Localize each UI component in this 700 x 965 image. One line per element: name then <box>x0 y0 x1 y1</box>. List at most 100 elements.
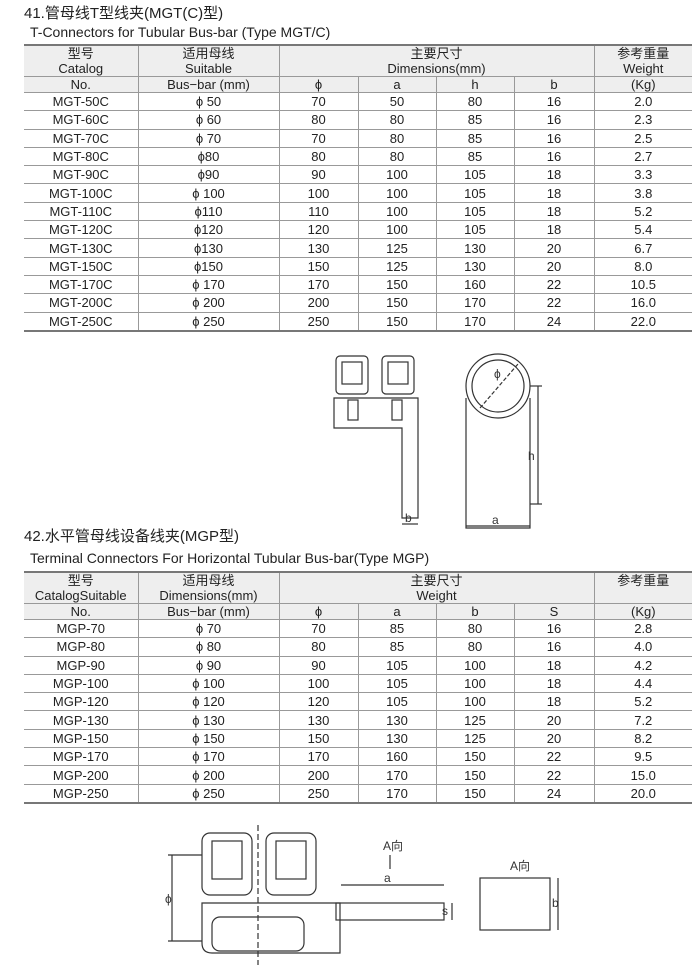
col-busbar: 适用母线 Suitable <box>137 44 280 77</box>
col-kg: (Kg) <box>593 603 693 620</box>
cell-model: MGP-250 <box>24 783 139 804</box>
svg-text:b: b <box>552 896 559 910</box>
col-busbar: 适用母线 Dimensions(mm) <box>137 571 280 604</box>
cell-dim-a: 80 <box>357 110 437 130</box>
col-busbar-mm: Bus−bar (mm) <box>137 603 280 620</box>
cell-dim-a: 100 <box>357 165 437 185</box>
cell-dim-a: 170 <box>357 783 437 804</box>
cell-busbar: ϕ 170 <box>137 274 280 295</box>
table-row: MGT-130C ϕ130 130 125 130 20 6.7 <box>24 238 693 258</box>
cell-busbar: ϕ 70 <box>137 618 280 639</box>
cell-busbar: ϕ 60 <box>137 110 280 130</box>
cell-model: MGT-120C <box>24 220 139 240</box>
cell-dim-a: 150 <box>357 293 437 313</box>
cell-phi: 150 <box>278 728 359 749</box>
cell-busbar: ϕ150 <box>137 256 280 276</box>
cell-weight: 5.2 <box>593 201 693 222</box>
col-model-no: No. <box>24 603 139 620</box>
cell-model: MGT-250C <box>24 311 139 332</box>
cell-model: MGT-110C <box>24 201 139 222</box>
cell-busbar: ϕ 250 <box>137 783 280 804</box>
cell-weight: 2.8 <box>593 618 693 639</box>
cell-weight: 4.2 <box>593 655 693 675</box>
cell-model: MGT-170C <box>24 274 139 295</box>
cell-weight: 8.0 <box>593 256 693 276</box>
cell-dim-3: 80 <box>435 91 515 112</box>
cell-dim-a: 125 <box>357 238 437 258</box>
cell-phi: 90 <box>278 165 359 185</box>
cell-phi: 70 <box>278 128 359 148</box>
svg-text:ϕ: ϕ <box>165 892 172 906</box>
col-a: a <box>357 76 437 93</box>
cell-busbar: ϕ110 <box>137 201 280 222</box>
svg-text:A向: A向 <box>383 838 403 853</box>
cell-dim-4: 18 <box>513 692 595 712</box>
cell-model: MGP-90 <box>24 655 139 675</box>
cell-phi: 200 <box>278 765 359 785</box>
cell-phi: 100 <box>278 183 359 203</box>
cell-busbar: ϕ 90 <box>137 655 280 675</box>
cell-dim-4: 18 <box>513 655 595 675</box>
cell-phi: 170 <box>278 274 359 295</box>
cell-dim-4: 16 <box>513 618 595 639</box>
cell-dim-3: 85 <box>435 128 515 148</box>
cell-weight: 2.5 <box>593 128 693 148</box>
col-weight: 参考重量 <box>593 571 693 604</box>
cell-weight: 8.2 <box>593 728 693 749</box>
cell-model: MGP-80 <box>24 637 139 657</box>
table-row: MGP-130 ϕ 130 130 130 125 20 7.2 <box>24 710 693 730</box>
cell-phi: 80 <box>278 110 359 130</box>
cell-busbar: ϕ 100 <box>137 183 280 203</box>
cell-weight: 10.5 <box>593 274 693 295</box>
cell-phi: 80 <box>278 146 359 167</box>
cell-busbar: ϕ130 <box>137 238 280 258</box>
cell-dim-3: 80 <box>435 637 515 657</box>
cell-weight: 22.0 <box>593 311 693 332</box>
cell-model: MGT-150C <box>24 256 139 276</box>
cell-busbar: ϕ 120 <box>137 692 280 712</box>
cell-dim-4: 16 <box>513 128 595 148</box>
col-model: 型号 CatalogSuitable <box>24 571 139 604</box>
cell-phi: 120 <box>278 692 359 712</box>
section1-subtitle: T-Connectors for Tubular Bus-bar (Type M… <box>30 24 331 40</box>
cell-dim-a: 150 <box>357 274 437 295</box>
cell-model: MGP-100 <box>24 673 139 694</box>
cell-model: MGP-130 <box>24 710 139 730</box>
cell-busbar: ϕ80 <box>137 146 280 167</box>
cell-dim-a: 125 <box>357 256 437 276</box>
cell-model: MGT-60C <box>24 110 139 130</box>
table-row: MGP-120 ϕ 120 120 105 100 18 5.2 <box>24 692 693 712</box>
cell-phi: 130 <box>278 238 359 258</box>
col-weight: 参考重量 Weight <box>593 44 693 77</box>
cell-busbar: ϕ 200 <box>137 765 280 785</box>
cell-busbar: ϕ 100 <box>137 673 280 694</box>
cell-dim-3: 170 <box>435 311 515 332</box>
cell-phi: 90 <box>278 655 359 675</box>
cell-weight: 5.4 <box>593 220 693 240</box>
cell-dim-3: 170 <box>435 293 515 313</box>
col-kg: (Kg) <box>593 76 693 93</box>
cell-dim-4: 16 <box>513 91 595 112</box>
cell-dim-4: 24 <box>513 783 595 804</box>
cell-model: MGP-150 <box>24 728 139 749</box>
cell-dim-a: 130 <box>357 728 437 749</box>
cell-busbar: ϕ 130 <box>137 710 280 730</box>
cell-model: MGP-200 <box>24 765 139 785</box>
cell-dim-a: 85 <box>357 637 437 657</box>
cell-dim-3: 85 <box>435 146 515 167</box>
cell-busbar: ϕ 50 <box>137 91 280 112</box>
cell-dim-4: 18 <box>513 673 595 694</box>
table-row: MGT-110C ϕ110 110 100 105 18 5.2 <box>24 201 693 222</box>
cell-weight: 2.0 <box>593 91 693 112</box>
col-b: b <box>513 76 595 93</box>
cell-dim-3: 85 <box>435 110 515 130</box>
cell-model: MGT-130C <box>24 238 139 258</box>
cell-dim-3: 130 <box>435 238 515 258</box>
cell-dim-4: 22 <box>513 747 595 767</box>
cell-phi: 100 <box>278 673 359 694</box>
col-h: h <box>435 76 515 93</box>
table-row: MGT-120C ϕ120 120 100 105 18 5.4 <box>24 220 693 240</box>
table-row: MGP-150 ϕ 150 150 130 125 20 8.2 <box>24 728 693 749</box>
cell-weight: 20.0 <box>593 783 693 804</box>
cell-dim-4: 22 <box>513 274 595 295</box>
